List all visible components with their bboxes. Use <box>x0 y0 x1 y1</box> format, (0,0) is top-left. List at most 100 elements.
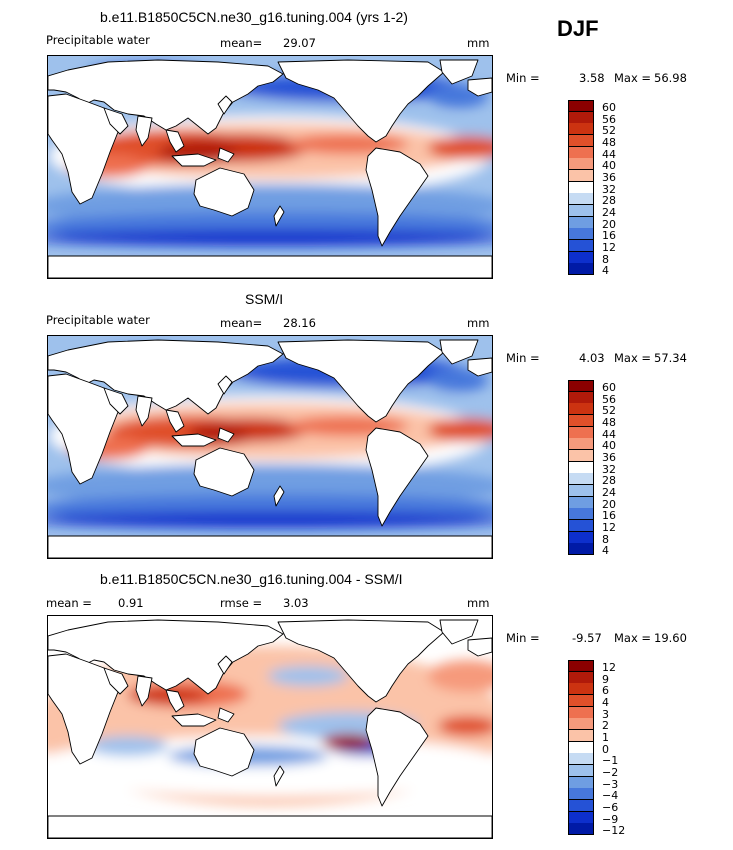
colorbar-tick-label: 16 <box>602 229 616 243</box>
panel-3-mean-label: mean = <box>46 596 92 610</box>
colorbar-swatch <box>568 415 594 428</box>
colorbar-swatch <box>568 823 594 836</box>
colorbar-tick-label: −1 <box>602 754 619 768</box>
land-mass <box>48 535 492 558</box>
colorbar-swatch <box>568 800 594 813</box>
land-mass <box>103 387 129 415</box>
land-mass <box>165 409 185 433</box>
colorbar-swatch <box>568 706 594 719</box>
panel-1-min-label: Min = <box>506 71 540 85</box>
panel-2-max-label: Max = <box>614 351 652 365</box>
colorbar-swatch <box>568 158 594 171</box>
panel-3-min-label: Min = <box>506 631 540 645</box>
land-mass <box>103 107 129 135</box>
land-mass <box>439 339 479 365</box>
panel-2-map <box>47 335 493 559</box>
land-mass <box>171 153 217 167</box>
colorbar-swatch <box>568 776 594 789</box>
field-contour-region <box>48 512 492 528</box>
panel-2-max-value: 57.34 <box>654 351 687 365</box>
panel-1-colorbar: 60 56 52 48 44 40 36 32 28 24 20 16 12 8 4 <box>568 100 638 276</box>
panel-1-variable-label: Precipitable water <box>46 33 150 47</box>
panel-3-max-label: Max = <box>614 631 652 645</box>
field-contour-region <box>88 736 168 756</box>
colorbar-swatch <box>568 718 594 731</box>
colorbar-tick-label: 4 <box>602 544 609 558</box>
colorbar-swatch <box>568 111 594 124</box>
panel-1-mean-value: 29.07 <box>283 36 316 50</box>
land-mass <box>365 147 429 247</box>
colorbar-tick-label: −6 <box>602 800 619 814</box>
land-mass <box>103 667 129 695</box>
colorbar-tick-label: 0 <box>602 742 609 756</box>
colorbar-swatch <box>568 205 594 218</box>
colorbar-tick-label: 9 <box>602 672 609 686</box>
colorbar-swatch <box>568 531 594 544</box>
panel-1-mean-label: mean= <box>220 36 263 50</box>
colorbar-swatch <box>568 251 594 264</box>
panel-3-rmse-label: rmse = <box>220 596 263 610</box>
colorbar-swatch <box>568 391 594 404</box>
colorbar-swatch <box>568 765 594 778</box>
panel-2-units: mm <box>467 316 490 330</box>
continent-outlines <box>48 59 492 278</box>
colorbar-tick-label: 2 <box>602 719 609 733</box>
colorbar-swatch <box>568 438 594 451</box>
colorbar-tick-label: 40 <box>602 159 616 173</box>
colorbar-swatch <box>568 426 594 439</box>
colorbar-swatch <box>568 170 594 183</box>
land-mass <box>467 77 492 97</box>
colorbar-tick-label: 20 <box>602 497 616 511</box>
panel-1-min-value: 3.58 <box>579 71 605 85</box>
colorbar-swatch <box>568 123 594 136</box>
field-contour-region <box>428 418 492 442</box>
panel-3-colorbar: 12 9 6 4 3 2 1 0 −1 −2 −3 −4 −6 −9 −12 <box>568 660 638 838</box>
land-mass <box>48 373 119 485</box>
colorbar-tick-label: 60 <box>602 380 616 394</box>
colorbar-tick-label: 8 <box>602 532 609 546</box>
colorbar-tick-label: 24 <box>602 485 616 499</box>
colorbar-tick-label: 12 <box>602 240 616 254</box>
colorbar-tick-label: 40 <box>602 439 616 453</box>
colorbar-swatch <box>568 263 594 276</box>
land-mass <box>217 707 235 723</box>
land-mass <box>193 447 255 497</box>
panel-1-max-label: Max = <box>614 71 652 85</box>
colorbar-swatch <box>568 811 594 824</box>
colorbar-swatch <box>568 146 594 159</box>
land-mass <box>135 115 153 147</box>
panel-3-title: b.e11.B1850C5CN.ne30_g16.tuning.004 - SS… <box>100 571 403 587</box>
colorbar-tick-label: −12 <box>602 824 626 838</box>
colorbar-tick-label: 52 <box>602 124 616 138</box>
panel-2-mean-value: 28.16 <box>283 316 316 330</box>
field-contour-region <box>428 136 492 160</box>
colorbar-tick-label: 36 <box>602 170 616 184</box>
colorbar-tick-label: 1 <box>602 730 609 744</box>
continent-outlines <box>48 619 492 838</box>
land-mass <box>48 815 492 838</box>
land-mass <box>171 433 217 447</box>
field-contour-region <box>428 660 492 692</box>
colorbar-swatch <box>568 695 594 708</box>
colorbar-tick-label: −4 <box>602 789 619 803</box>
panel-1-map <box>47 55 493 279</box>
colorbar-swatch <box>568 520 594 533</box>
colorbar-tick-label: 20 <box>602 217 616 231</box>
field-contour-region <box>337 738 369 748</box>
land-mass <box>48 93 119 205</box>
colorbar-tick-label: 56 <box>602 392 616 406</box>
land-mass <box>273 485 285 507</box>
panel-2-min-label: Min = <box>506 351 540 365</box>
colorbar-tick-label: 52 <box>602 404 616 418</box>
land-mass <box>165 689 185 713</box>
panel-1-units: mm <box>467 36 490 50</box>
land-mass <box>467 637 492 657</box>
panel-1-max-value: 56.98 <box>654 71 687 85</box>
colorbar-swatch <box>568 193 594 206</box>
colorbar-tick-label: 36 <box>602 450 616 464</box>
land-mass <box>365 707 429 807</box>
colorbar-tick-label: 48 <box>602 415 616 429</box>
panel-1-map-svg <box>48 56 492 278</box>
colorbar-tick-label: 16 <box>602 509 616 523</box>
panel-2-map-svg <box>48 336 492 558</box>
